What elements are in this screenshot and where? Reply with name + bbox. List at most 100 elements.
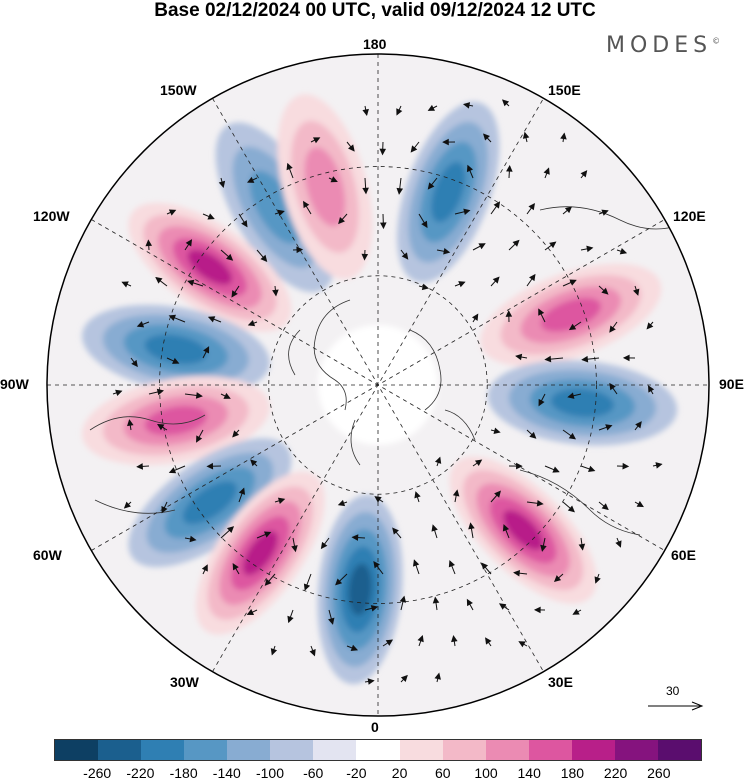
- wind-arrow: [454, 208, 471, 216]
- wind-arrow: [247, 319, 258, 327]
- wind-arrow: [238, 487, 246, 503]
- brand-name: MODES: [606, 33, 713, 58]
- wind-arrow: [526, 273, 536, 287]
- wind-arrow: [231, 285, 240, 298]
- wind-arrow: [346, 141, 355, 152]
- colorbar-swatch: [227, 740, 271, 760]
- wind-arrow: [616, 248, 628, 255]
- wind-arrow: [562, 206, 573, 215]
- wind-arrow: [622, 354, 636, 362]
- wind-arrow: [320, 537, 330, 550]
- wind-arrow: [490, 427, 501, 435]
- wind-arrow: [396, 177, 404, 195]
- wind-arrow: [392, 527, 402, 539]
- map-title: Base 02/12/2024 00 UTC, valid 09/12/2024…: [154, 0, 596, 21]
- wind-arrow: [427, 177, 438, 190]
- lon-label-60w: 60W: [33, 547, 62, 563]
- wind-arrow: [274, 497, 286, 505]
- wind-arrow: [544, 355, 564, 363]
- wind-arrow: [274, 209, 285, 217]
- colorbar-swatch: [657, 740, 701, 760]
- colorbar-swatch: [614, 740, 658, 760]
- wind-vectors: [112, 99, 663, 685]
- wind-arrow: [379, 141, 387, 156]
- wind-arrow: [506, 164, 513, 179]
- wind-arrow: [220, 526, 235, 539]
- wind-arrow: [127, 419, 134, 431]
- colorbar-swatch: [399, 740, 443, 760]
- wind-arrow: [303, 573, 312, 591]
- negative-anomaly-contour: [182, 481, 238, 525]
- wind-arrow: [502, 524, 510, 539]
- lon-label-180: 180: [363, 36, 387, 52]
- negative-anomaly-contour: [348, 563, 372, 616]
- coastlines: [89, 206, 681, 536]
- positive-anomaly-contour: [304, 147, 346, 227]
- colorbar-swatch: [270, 740, 314, 760]
- colorbar-swatch: [442, 740, 486, 760]
- wind-arrow: [250, 459, 258, 467]
- negative-anomaly-contour: [144, 334, 208, 365]
- wind-arrow: [481, 562, 492, 575]
- wind-arrow: [543, 167, 550, 179]
- colorbar-swatch: [141, 740, 185, 760]
- wind-arrow: [286, 162, 294, 179]
- wind-arrow: [399, 595, 407, 611]
- wind-arrow: [616, 462, 630, 470]
- wind-arrow: [501, 99, 510, 107]
- wind-arrow: [432, 596, 440, 611]
- modes-logo: MODES©: [606, 33, 720, 58]
- wind-arrow: [646, 321, 654, 330]
- colorbar-tick-label: 180: [560, 765, 585, 781]
- wind-arrow: [518, 641, 528, 648]
- wind-arrow: [472, 243, 486, 251]
- negative-anomaly-contour: [249, 170, 302, 244]
- wind-arrow: [418, 213, 428, 229]
- wind-arrow: [609, 382, 618, 395]
- wind-arrow: [448, 560, 456, 575]
- wind-arrow: [201, 564, 208, 575]
- wind-arrow: [508, 462, 523, 470]
- wind-arrow: [553, 573, 564, 583]
- wind-arrow: [292, 246, 304, 254]
- wind-arrow: [580, 170, 588, 179]
- wind-arrow: [431, 524, 438, 539]
- wind-arrow: [526, 499, 544, 507]
- wind-arrow: [264, 573, 276, 586]
- positive-anomaly-contour: [540, 297, 601, 332]
- colorbar: [54, 739, 702, 761]
- negative-anomaly-contour: [550, 388, 615, 418]
- wind-arrow: [346, 644, 359, 651]
- wind-arrow: [468, 522, 475, 539]
- wind-arrow: [633, 285, 640, 296]
- wind-arrow: [232, 429, 240, 438]
- lon-label-90w: 90W: [0, 376, 29, 392]
- wind-arrow: [123, 501, 132, 509]
- wind-arrow: [412, 559, 420, 575]
- wind-arrow: [427, 104, 438, 111]
- wind-arrow: [490, 276, 500, 287]
- wind-arrow: [490, 490, 501, 503]
- colorbar-swatch: [184, 740, 228, 760]
- wind-arrow: [598, 501, 609, 511]
- wind-arrow: [580, 465, 596, 472]
- negative-anomaly-contour: [431, 162, 466, 223]
- wind-arrow: [166, 209, 177, 216]
- wind-arrow: [562, 279, 577, 287]
- wind-arrow: [538, 393, 546, 407]
- wind-arrow: [272, 285, 279, 297]
- wind-arrow: [335, 573, 348, 586]
- wind-arrow: [184, 239, 193, 251]
- wind-arrow: [166, 357, 180, 364]
- wind-arrow: [648, 385, 655, 395]
- wind-arrow: [515, 353, 528, 361]
- colorbar-tick-label: -100: [255, 765, 285, 781]
- reference-vector-label: 30: [666, 684, 680, 698]
- wind-arrow: [534, 606, 546, 614]
- positive-anomaly-contour: [503, 510, 544, 551]
- colorbar-tick-label: -20: [346, 765, 367, 781]
- colorbar-tick-label: -180: [169, 765, 198, 781]
- colorbar-tick-label: 60: [435, 765, 451, 781]
- wind-arrow: [382, 639, 394, 647]
- wind-arrow: [218, 177, 226, 189]
